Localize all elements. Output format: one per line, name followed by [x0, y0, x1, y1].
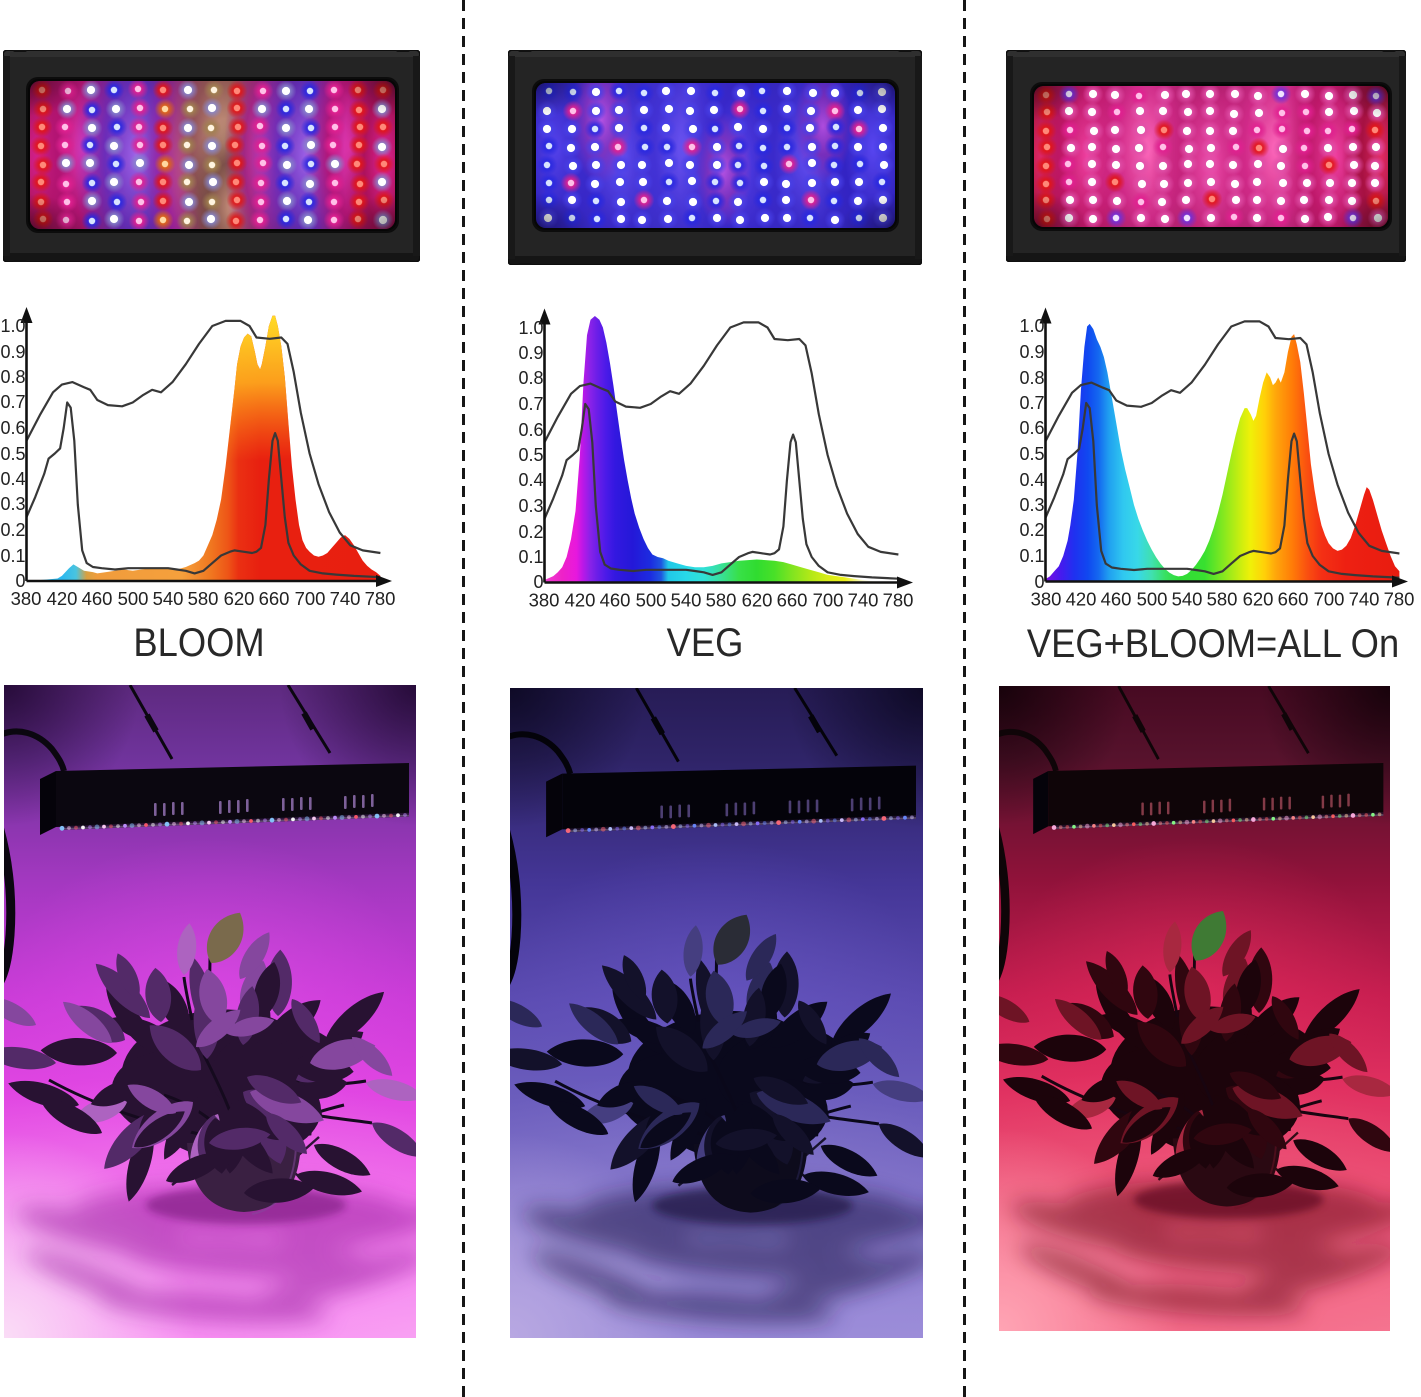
svg-text:0.4: 0.4: [1019, 470, 1044, 490]
svg-text:580: 580: [188, 588, 219, 609]
svg-text:0.7: 0.7: [1019, 393, 1044, 413]
svg-text:0.1: 0.1: [0, 546, 25, 566]
svg-text:0.1: 0.1: [1019, 546, 1044, 566]
svg-text:0.4: 0.4: [518, 470, 543, 490]
svg-text:0.6: 0.6: [0, 418, 25, 438]
svg-text:420: 420: [47, 588, 78, 609]
svg-text:1.0: 1.0: [0, 316, 25, 336]
svg-text:0.5: 0.5: [1019, 444, 1044, 464]
svg-text:660: 660: [777, 590, 808, 611]
svg-text:1.0: 1.0: [1019, 316, 1044, 336]
svg-text:420: 420: [565, 590, 596, 611]
svg-text:0.3: 0.3: [1019, 495, 1044, 515]
svg-text:0: 0: [1034, 572, 1044, 592]
svg-text:620: 620: [224, 588, 255, 609]
svg-text:1.0: 1.0: [518, 318, 543, 338]
svg-text:580: 580: [1207, 589, 1238, 610]
svg-text:0.2: 0.2: [518, 522, 543, 542]
svg-text:0.2: 0.2: [0, 520, 25, 540]
svg-text:500: 500: [118, 588, 149, 609]
svg-text:0.7: 0.7: [0, 392, 25, 412]
svg-text:380: 380: [11, 588, 42, 609]
svg-text:780: 780: [1384, 589, 1415, 610]
svg-text:380: 380: [529, 590, 560, 611]
svg-text:0.2: 0.2: [1019, 520, 1044, 540]
svg-text:700: 700: [1314, 589, 1345, 610]
svg-text:0.9: 0.9: [0, 342, 25, 362]
svg-text:0.1: 0.1: [518, 547, 543, 567]
svg-text:740: 740: [1349, 589, 1380, 610]
svg-text:740: 740: [330, 588, 361, 609]
svg-text:740: 740: [848, 590, 879, 611]
svg-text:0.5: 0.5: [518, 445, 543, 465]
svg-text:500: 500: [636, 590, 667, 611]
svg-text:0.6: 0.6: [1019, 418, 1044, 438]
svg-text:540: 540: [671, 590, 702, 611]
svg-text:620: 620: [1243, 589, 1274, 610]
svg-text:780: 780: [365, 588, 396, 609]
svg-text:0.4: 0.4: [0, 469, 25, 489]
svg-text:380: 380: [1031, 589, 1062, 610]
svg-text:0: 0: [15, 571, 25, 591]
svg-text:0.8: 0.8: [1019, 368, 1044, 388]
svg-text:0: 0: [533, 572, 543, 592]
svg-text:500: 500: [1137, 589, 1168, 610]
svg-text:700: 700: [813, 590, 844, 611]
svg-text:0.8: 0.8: [0, 367, 25, 387]
svg-text:540: 540: [1172, 589, 1203, 610]
svg-text:0.9: 0.9: [518, 343, 543, 363]
svg-text:780: 780: [883, 590, 914, 611]
svg-text:460: 460: [600, 590, 631, 611]
svg-text:700: 700: [295, 588, 326, 609]
svg-text:460: 460: [82, 588, 113, 609]
svg-text:620: 620: [742, 590, 773, 611]
svg-text:540: 540: [153, 588, 184, 609]
svg-text:0.7: 0.7: [518, 394, 543, 414]
svg-text:660: 660: [259, 588, 290, 609]
svg-text:0.3: 0.3: [518, 496, 543, 516]
svg-text:460: 460: [1101, 589, 1132, 610]
svg-text:0.3: 0.3: [0, 494, 25, 514]
svg-text:0.6: 0.6: [518, 420, 543, 440]
svg-text:0.8: 0.8: [518, 368, 543, 388]
svg-text:0.9: 0.9: [1019, 342, 1044, 362]
svg-text:660: 660: [1278, 589, 1309, 610]
svg-text:580: 580: [706, 590, 737, 611]
svg-text:0.5: 0.5: [0, 444, 25, 464]
svg-text:420: 420: [1066, 589, 1097, 610]
